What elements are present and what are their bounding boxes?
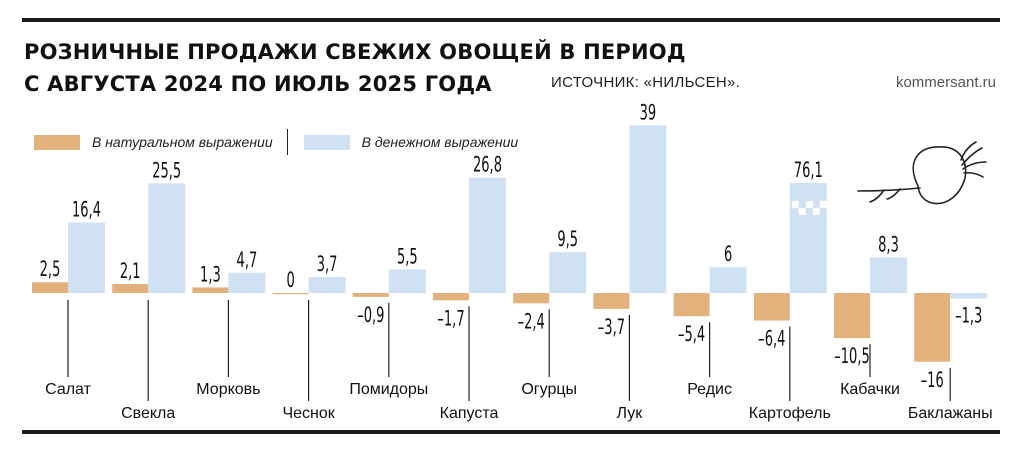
category-labels-layer: Салат Свекла Морковь Чеснок Помидоры Капуста О… — [45, 381, 992, 422]
label-monetary-баклажаны: –1,3 — [955, 305, 982, 329]
bar-break-marker — [791, 200, 799, 208]
bar-break-marker — [812, 207, 820, 215]
bar-break-marker — [805, 200, 813, 208]
bar-natural-картофель — [753, 293, 790, 321]
bar-natural-салат — [32, 282, 68, 293]
category-leaders-layer — [67, 300, 951, 401]
label-monetary-свекла: 25,5 — [152, 159, 181, 183]
chart-title: РОЗНИЧНЫЕ ПРОДАЖИ СВЕЖИХ ОВОЩЕЙ В ПЕРИОД… — [24, 36, 686, 100]
bar-monetary-капуста — [469, 177, 506, 293]
bar-natural-огурцы — [513, 293, 550, 304]
legend-label-natural: В натуральном выражении — [92, 134, 273, 150]
bar-natural-чеснок — [272, 293, 309, 295]
label-monetary-капуста: 26,8 — [473, 154, 502, 178]
category-label-свекла: Свекла — [121, 405, 175, 422]
bar-natural-помидоры — [352, 293, 389, 297]
category-label-баклажаны: Баклажаны — [908, 405, 993, 422]
legend: В натуральном выражении В денежном выраж… — [34, 127, 518, 157]
category-label-картофель: Картофель — [749, 405, 831, 422]
site-credit: kommersant.ru — [895, 74, 996, 91]
label-monetary-чеснок: 3,7 — [317, 253, 338, 277]
bar-natural-капуста — [433, 293, 469, 301]
bar-monetary-чеснок — [308, 277, 346, 293]
chart-title-line-1: РОЗНИЧНЫЕ ПРОДАЖИ СВЕЖИХ ОВОЩЕЙ В ПЕРИОД — [24, 40, 686, 64]
label-natural-свекла: 2,1 — [120, 260, 141, 284]
category-label-кабачки: Кабачки — [840, 381, 900, 398]
bar-natural-лук — [593, 293, 630, 309]
category-label-салат: Салат — [45, 381, 92, 398]
label-natural-помидоры: –0,9 — [357, 304, 384, 328]
label-natural-редис: –5,4 — [678, 323, 705, 347]
label-monetary-огурцы: 9,5 — [557, 228, 578, 252]
legend-swatch-natural — [34, 134, 80, 150]
bar-natural-морковь — [192, 287, 229, 293]
source-note: ИСТОЧНИК: «НИЛЬСЕН». — [551, 74, 741, 91]
bar-break-marker — [798, 207, 806, 215]
bar-natural-кабачки — [834, 293, 870, 339]
bar-monetary-огурцы — [549, 252, 587, 293]
bar-monetary-баклажаны — [950, 293, 988, 299]
label-monetary-морковь: 4,7 — [237, 249, 258, 273]
bars-layer — [32, 125, 988, 362]
bar-monetary-салат — [68, 222, 105, 293]
bottom-rule — [22, 430, 1000, 434]
category-label-огурцы: Огурцы — [521, 381, 577, 398]
category-label-лук: Лук — [617, 405, 644, 422]
label-natural-морковь: 1,3 — [200, 263, 221, 287]
bar-monetary-редис — [709, 267, 747, 293]
legend-divider — [286, 129, 288, 155]
label-natural-капуста: –1,7 — [437, 307, 464, 331]
bar-natural-баклажаны — [914, 293, 951, 362]
radish-illustration — [857, 141, 987, 205]
label-monetary-лук: 39 — [640, 101, 657, 125]
legend-label-monetary: В денежном выражении — [361, 134, 519, 150]
label-natural-салат: 2,5 — [40, 258, 61, 282]
category-label-чеснок: Чеснок — [282, 405, 335, 422]
category-label-редис: Редис — [687, 381, 732, 398]
value-labels-layer: 2,5 16,4 2,1 25,5 1,3 4,7 0 3,7 –0,9 5,5 –1,7 26,8 –… — [40, 101, 983, 393]
category-label-морковь: Морковь — [196, 381, 260, 398]
top-rule — [22, 18, 1000, 22]
category-label-помидоры: Помидоры — [349, 381, 428, 398]
label-monetary-редис: 6 — [724, 243, 732, 267]
label-natural-чеснок: 0 — [286, 269, 294, 293]
bar-monetary-кабачки — [870, 257, 907, 293]
label-monetary-салат: 16,4 — [72, 198, 101, 222]
bar-natural-свекла — [112, 283, 149, 293]
bar-monetary-свекла — [148, 183, 186, 293]
bar-monetary-лук — [629, 125, 667, 293]
label-natural-картофель: –6,4 — [758, 327, 785, 351]
bar-natural-редис — [673, 293, 710, 317]
label-natural-кабачки: –10,5 — [834, 345, 870, 369]
legend-item-monetary: В денежном выражении — [303, 134, 519, 150]
bar-break-marker — [819, 200, 827, 208]
legend-swatch-monetary — [303, 134, 350, 150]
label-monetary-помидоры: 5,5 — [397, 245, 418, 269]
chart-title-line-2: С АВГУСТА 2024 ПО ИЮЛЬ 2025 ГОДА — [24, 72, 492, 96]
label-natural-лук: –3,7 — [598, 316, 625, 340]
bar-monetary-помидоры — [388, 269, 426, 293]
legend-item-natural: В натуральном выражении — [34, 134, 273, 150]
bar-monetary-картофель — [789, 182, 827, 293]
category-label-капуста: Капуста — [440, 405, 499, 422]
label-monetary-кабачки: 8,3 — [878, 233, 899, 257]
label-natural-огурцы: –2,4 — [518, 310, 545, 334]
label-monetary-картофель: 76,1 — [794, 159, 823, 183]
label-natural-баклажаны: –16 — [921, 369, 944, 393]
bar-monetary-морковь — [228, 272, 266, 293]
